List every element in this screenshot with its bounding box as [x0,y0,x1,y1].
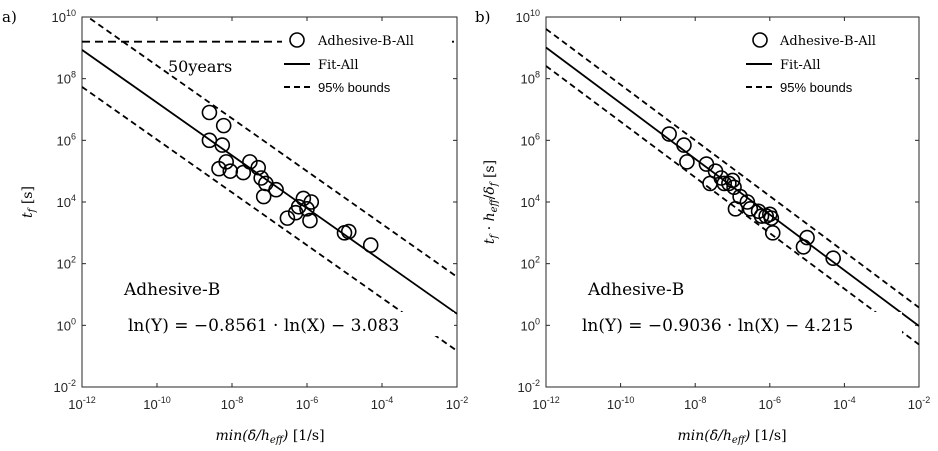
legend-entry-data: Adhesive-B-All [317,34,414,49]
annotation-equation: ln(Y) = −0.8561 · ln(X) − 3.083 [128,316,399,336]
legend-marker-circle [752,32,768,48]
y-axis-label: tf [s] [20,186,38,218]
data-point [268,181,284,198]
data-point [742,201,759,217]
x-tick-label: 10-2 [908,395,930,412]
data-point [739,194,756,210]
y-tick-label: 100 [521,316,540,333]
x-tick-label: 10-8 [684,395,706,412]
panel-label: b) [475,8,490,26]
legend-entry-bounds: 95% bounds [318,80,391,95]
data-point [679,154,695,170]
legend: Adhesive-B-All Fit-All 95% bounds [745,26,915,100]
data-point [676,137,692,153]
annotation-equation: ln(Y) = −0.9036 · ln(X) − 4.215 [582,316,853,336]
x-tick-label: 10-12 [68,395,95,412]
data-point [362,237,379,253]
data-point [215,117,232,134]
data-point [235,164,252,181]
data-point [201,104,218,121]
y-tick-label: 104 [57,193,76,210]
legend-box [282,26,452,100]
plot-area [546,28,919,346]
data-point [222,163,239,179]
data-point [753,208,770,224]
equation-background [126,312,454,336]
y-tick-label: 100 [57,316,76,333]
upper-bound-line [546,28,919,309]
y-tick-label: 10-2 [518,378,540,395]
chart-panel-b: b) 10-12 10-10 10-8 10-6 10-4 10-2 10-2 100 102… [475,8,930,446]
fit-line [82,49,457,315]
x-axis-ticks: 10-12 10-10 10-8 10-6 10-4 10-2 [68,17,468,412]
y-tick-label: 10-2 [54,378,76,395]
lower-bound-line [82,86,457,352]
chart-panel-a: a) 10-12 10-10 10-8 10-6 10-4 10-2 10-2 100 102… [2,8,468,446]
y-tick-label: 108 [521,70,540,87]
legend-marker-circle [289,32,305,48]
data-point [661,126,677,142]
x-axis-ticks: 10-12 10-10 10-8 10-6 10-4 10-2 [532,17,930,412]
legend-entry-fit: Fit-All [318,58,359,73]
legend: Adhesive-B-All Fit-All 95% bounds [282,26,452,100]
x-tick-label: 10-4 [833,395,855,412]
annotation-50years: 50years [168,57,232,76]
data-point [242,154,258,170]
x-tick-label: 10-12 [532,395,559,412]
x-tick-label: 10-10 [143,395,170,412]
y-tick-label: 102 [521,255,540,272]
data-point [716,175,733,192]
data-point [799,229,815,246]
y-tick-label: 1010 [52,8,76,25]
data-point [218,154,234,170]
data-point [340,223,357,240]
data-point [795,239,812,255]
legend-entry-fit: Fit-All [780,58,821,73]
equation-background [580,312,902,336]
y-tick-label: 106 [57,131,76,148]
y-tick-label: 1010 [516,8,540,25]
y-tick-label: 104 [521,193,540,210]
x-tick-label: 10-6 [759,395,781,412]
x-tick-label: 10-8 [221,395,243,412]
y-axis-ticks: 10-2 100 102 104 106 108 1010 [516,8,919,395]
data-point [721,175,737,192]
data-point [214,137,231,153]
data-point [825,250,841,267]
data-point [253,170,269,186]
panel-label: a) [2,8,17,26]
annotation-material: Adhesive-B [123,280,220,300]
x-tick-label: 10-4 [371,395,393,412]
lower-bound-line [546,65,919,346]
data-point [303,194,320,210]
legend-box [745,26,915,100]
y-tick-label: 106 [521,131,540,148]
x-tick-label: 10-6 [296,395,318,412]
y-tick-label: 102 [57,255,76,272]
data-point [763,210,780,226]
data-point [250,159,267,176]
data-point [302,212,318,229]
x-axis-label: min(δ̇/heff) [1/s] [215,428,324,446]
legend-entry-bounds: 95% bounds [780,80,853,95]
y-tick-label: 108 [57,70,76,87]
y-axis-label: tf · heff/δf [s] [482,160,500,244]
annotation-material: Adhesive-B [587,280,684,300]
y-axis-ticks: 10-2 100 102 104 106 108 1010 [52,8,457,395]
legend-entry-data: Adhesive-B-All [779,34,876,49]
upper-bound-line [86,17,457,278]
x-tick-label: 10-10 [607,395,634,412]
data-point [279,210,296,226]
x-axis-label: min(δ̇/heff) [1/s] [677,428,786,446]
data-point [724,172,741,189]
data-point [295,190,312,207]
x-tick-label: 10-2 [446,395,468,412]
data-point [764,225,781,241]
